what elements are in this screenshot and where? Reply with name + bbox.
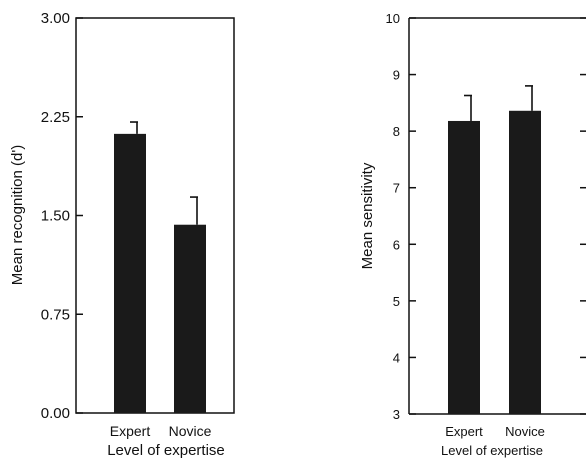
bars-recognition [114, 121, 206, 413]
y-tick-label: 4 [393, 350, 400, 365]
y-tick-label: 7 [393, 181, 400, 196]
y-tick-label: 3.00 [41, 10, 70, 27]
x-category-label: Novice [169, 423, 212, 439]
y-tick-label: 3 [393, 407, 400, 422]
y-tick-label: 0.00 [41, 405, 70, 422]
x-category-label: Expert [445, 424, 483, 439]
panel-recognition: 0.00 0.75 1.50 2.25 3.00 Expert Novice Level … [9, 10, 235, 459]
y-tick-label: 5 [393, 294, 400, 309]
x-axis-title-recognition: Level of expertise [107, 442, 225, 459]
y-tick-label: 6 [393, 237, 400, 252]
x-category-label: Expert [110, 423, 151, 439]
y-tick-label: 2.25 [41, 109, 70, 126]
x-categories-sensitivity: Expert Novice [445, 424, 545, 439]
y-ticks-recognition: 0.00 0.75 1.50 2.25 3.00 [41, 10, 83, 422]
y-tick-label: 0.75 [41, 306, 70, 323]
y-axis-title-sensitivity: Mean sensitivity [359, 162, 376, 269]
bars-sensitivity [448, 85, 541, 415]
y-axis-title-recognition: Mean recognition (d') [9, 145, 26, 285]
y-ticks-sensitivity: 3 4 5 6 7 8 9 10 [386, 11, 416, 422]
right-ticks-sensitivity [580, 17, 586, 415]
y-tick-label: 1.50 [41, 208, 70, 225]
bar-novice [174, 224, 206, 413]
y-tick-label: 10 [386, 11, 400, 26]
y-tick-label: 8 [393, 124, 400, 139]
x-category-label: Novice [505, 424, 545, 439]
plot-frame-recognition [75, 17, 235, 414]
x-categories-recognition: Expert Novice [110, 423, 212, 439]
y-tick-label: 9 [393, 68, 400, 83]
bar-novice [509, 110, 541, 414]
panel-sensitivity: 3 4 5 6 7 8 9 10 Expert Novice Level of expertis… [359, 11, 586, 458]
bar-expert [114, 133, 146, 413]
bar-expert [448, 120, 480, 415]
x-axis-title-sensitivity: Level of expertise [441, 443, 543, 458]
